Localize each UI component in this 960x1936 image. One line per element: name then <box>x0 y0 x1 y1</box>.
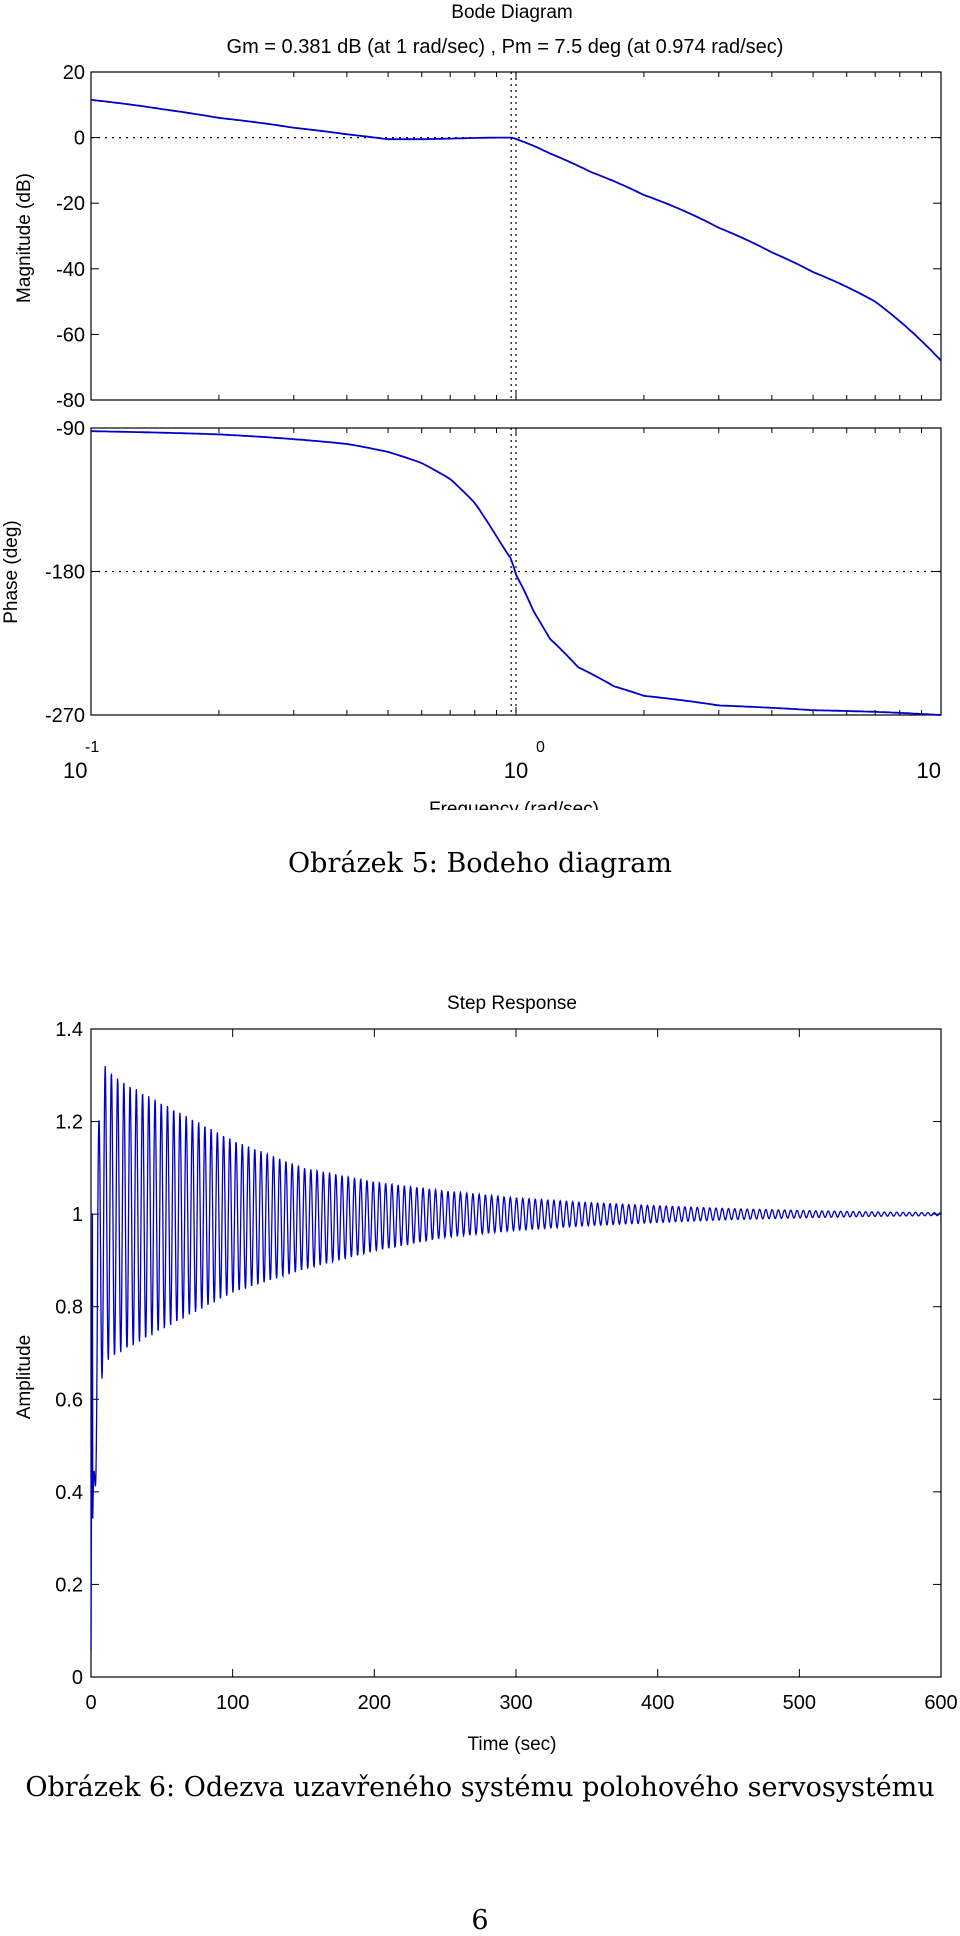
phase-panel: -270 -180 -90 <box>45 418 942 727</box>
y-tick-label: -90 <box>56 418 85 440</box>
figure-6-caption: Obrázek 6: Odezva uzavřeného systému pol… <box>25 1772 935 1803</box>
y-tick-label: -80 <box>56 390 85 412</box>
phase-axis-label: Phase (deg) <box>1 520 22 624</box>
step-plot-area: 0 100 200 300 400 500 600 0 0.2 0.4 0.6 0.8 1 1.2 1.4 <box>55 1019 958 1714</box>
x-tick-label-exponent: -1 <box>85 739 99 756</box>
x-tick-label: 100 <box>216 1692 249 1714</box>
y-tick-label: -180 <box>45 562 85 584</box>
x-tick-label-base: 10 <box>63 758 87 783</box>
y-tick-label: 0.4 <box>55 1482 83 1504</box>
y-tick-label: -20 <box>56 193 85 215</box>
y-tick-label: -60 <box>56 324 85 346</box>
page-number: 6 <box>471 1905 489 1936</box>
time-axis-label: Time (sec) <box>467 1734 556 1755</box>
magnitude-panel: -80 -60 -40 -20 0 20 <box>56 62 942 412</box>
figure-5-caption: Obrázek 5: Bodeho diagram <box>288 848 672 879</box>
y-tick-label: -270 <box>45 705 85 727</box>
y-tick-label: 0.8 <box>55 1297 83 1319</box>
y-tick-label: 1.2 <box>55 1112 83 1134</box>
phase-curve <box>91 430 942 716</box>
x-tick-label: 200 <box>358 1692 391 1714</box>
step-response-curve <box>90 1066 942 1650</box>
x-tick-label-exponent: 0 <box>536 739 545 756</box>
step-frame <box>90 1028 942 1678</box>
magnitude-curve <box>90 99 942 362</box>
x-tick-label-base: 10 <box>504 758 528 783</box>
y-tick-label: 1.4 <box>55 1019 83 1041</box>
y-tick-label: 20 <box>63 62 85 84</box>
bode-subtitle: Gm = 0.381 dB (at 1 rad/sec) , Pm = 7.5 … <box>227 36 784 58</box>
y-tick-label: -40 <box>56 259 85 281</box>
y-tick-label: 0 <box>74 128 85 150</box>
x-tick-label: 400 <box>641 1692 674 1714</box>
y-tick-label: 0.6 <box>55 1389 83 1411</box>
step-title: Step Response <box>447 993 577 1014</box>
bode-title: Bode Diagram <box>451 2 572 23</box>
y-tick-label: 1 <box>72 1204 83 1226</box>
frequency-axis-label: Frequency (rad/sec) <box>429 799 599 810</box>
x-tick-label: 500 <box>783 1692 816 1714</box>
bode-diagram: Bode Diagram Gm = 0.381 dB (at 1 rad/sec… <box>1 2 942 810</box>
x-tick-label: 600 <box>924 1692 957 1714</box>
bode-x-axis-labels: 10-1100101 <box>63 739 941 783</box>
magnitude-axis-label: Magnitude (dB) <box>14 173 35 303</box>
step-response-chart: Step Response 0 100 200 300 400 500 600 0 0.2 0.4… <box>14 993 958 1755</box>
x-tick-label: 300 <box>499 1692 532 1714</box>
y-tick-label: 0.2 <box>55 1574 83 1596</box>
x-tick-label-base: 10 <box>917 758 941 783</box>
x-tick-label: 0 <box>85 1692 96 1714</box>
y-tick-label: 0 <box>72 1667 83 1689</box>
amplitude-axis-label: Amplitude <box>14 1335 35 1420</box>
